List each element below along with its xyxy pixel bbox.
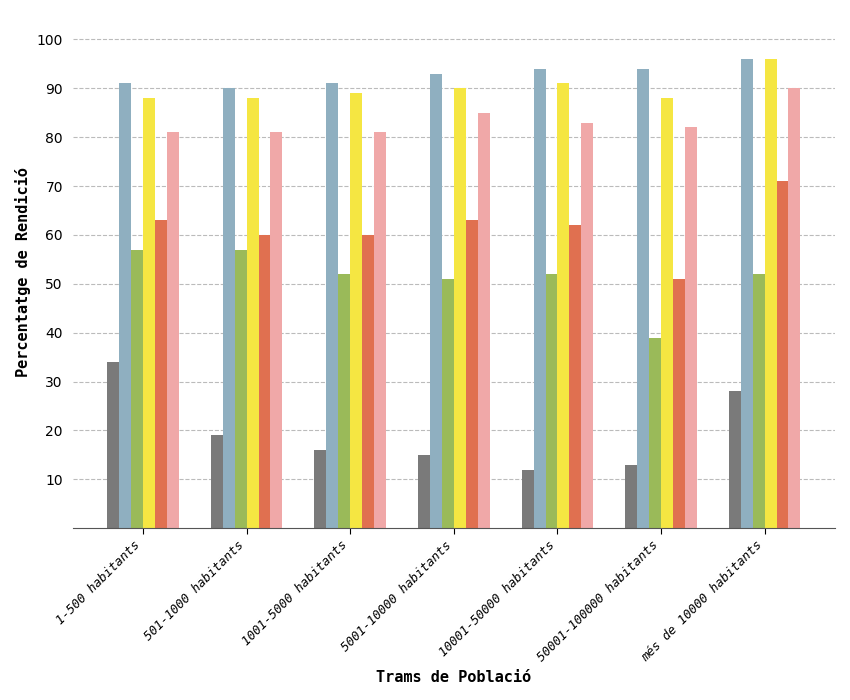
Y-axis label: Percentatge de Rendició: Percentatge de Rendició [15,167,31,377]
X-axis label: Trams de Població: Trams de Població [377,670,531,685]
Bar [223,88,235,528]
Bar [314,450,326,528]
Bar [143,98,155,528]
Bar [638,69,649,528]
Bar [326,83,338,528]
Bar [155,220,167,528]
Bar [374,132,386,528]
Bar [789,88,801,528]
Bar [131,250,143,528]
Bar [558,83,570,528]
Bar [728,391,741,528]
Bar [581,122,593,528]
Bar [534,69,546,528]
Bar [661,98,673,528]
Bar [235,250,246,528]
Bar [673,279,685,528]
Bar [119,83,131,528]
Bar [626,465,638,528]
Bar [418,455,430,528]
Bar [454,88,466,528]
Bar [753,274,765,528]
Bar [741,59,753,528]
Bar [442,279,454,528]
Bar [765,59,777,528]
Bar [430,74,442,528]
Bar [478,113,490,528]
Bar [350,93,362,528]
Bar [107,362,119,528]
Bar [522,470,534,528]
Bar [211,435,223,528]
Bar [685,127,697,528]
Bar [570,225,581,528]
Bar [258,235,270,528]
Bar [167,132,178,528]
Bar [546,274,558,528]
Bar [246,98,258,528]
Bar [338,274,350,528]
Bar [466,220,478,528]
Bar [270,132,282,528]
Bar [362,235,374,528]
Bar [649,337,661,528]
Bar [777,181,789,528]
